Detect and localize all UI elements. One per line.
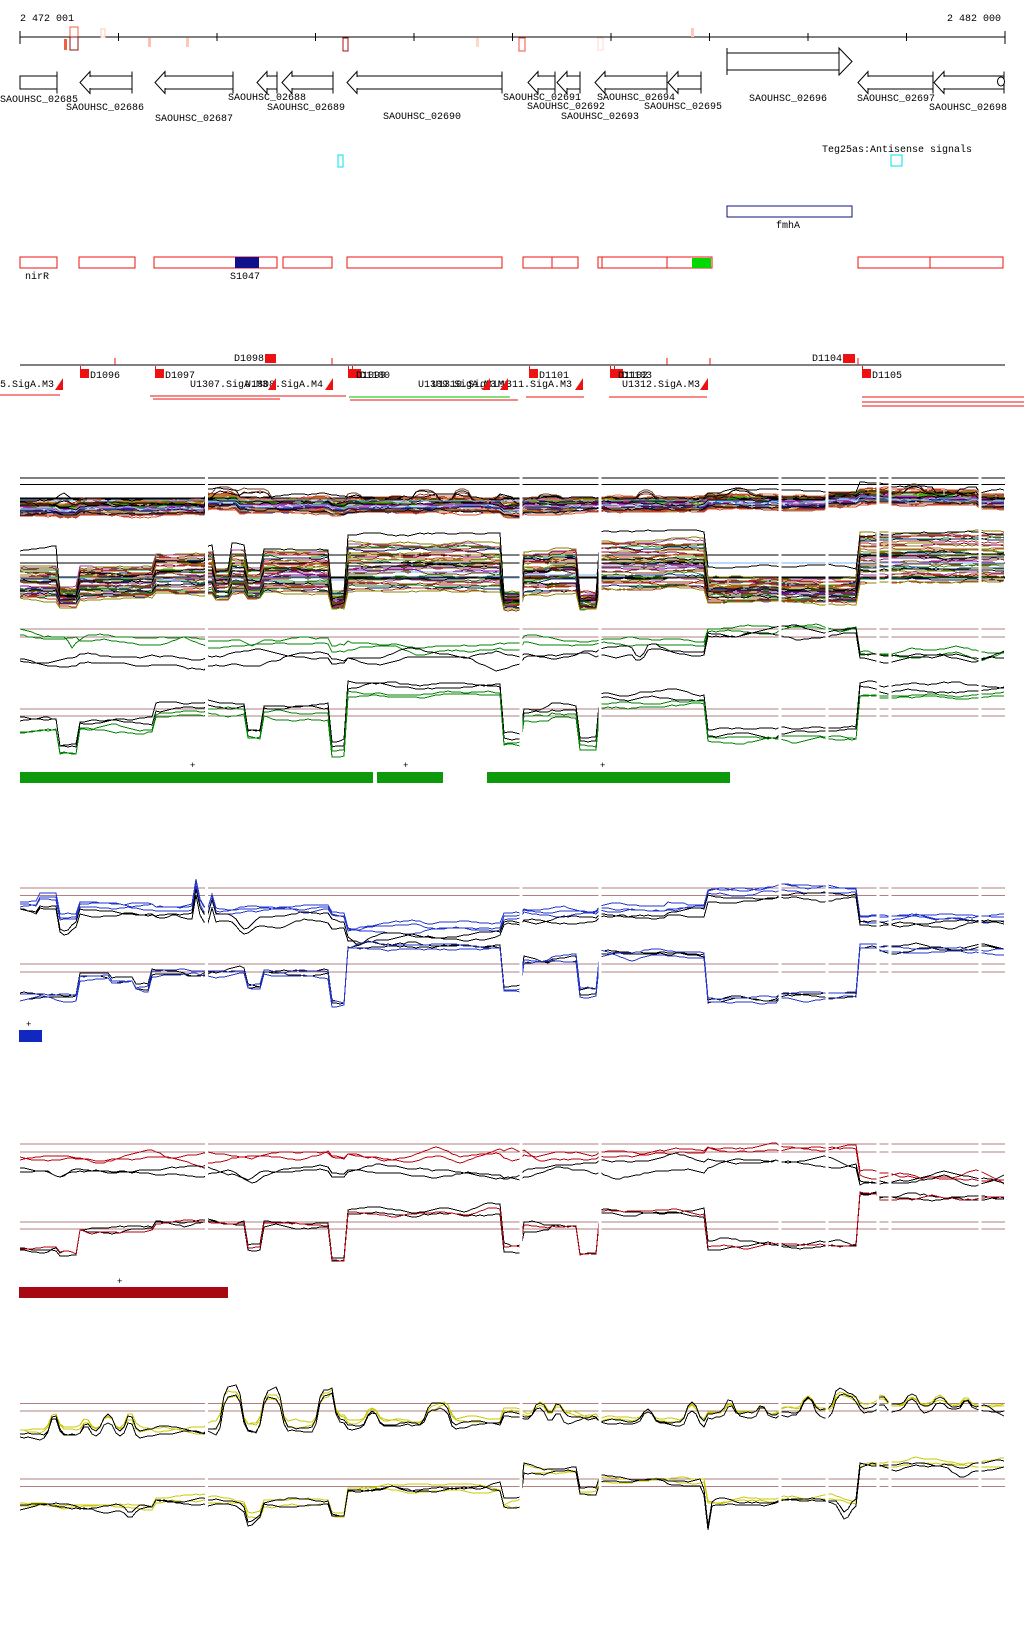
svg-text:SAOUHSC_02686: SAOUHSC_02686 bbox=[66, 103, 144, 114]
svg-text:D1101: D1101 bbox=[539, 371, 569, 382]
svg-text:U1312.SigA.M3: U1312.SigA.M3 bbox=[622, 379, 700, 391]
svg-text:fmhA: fmhA bbox=[776, 220, 800, 232]
svg-text:SAOUHSC_02691: SAOUHSC_02691 bbox=[503, 93, 581, 104]
svg-text:SAOUHSC_02698: SAOUHSC_02698 bbox=[929, 103, 1007, 114]
svg-text:D1098: D1098 bbox=[234, 354, 264, 365]
svg-text:D1102: D1102 bbox=[618, 371, 648, 382]
svg-text:+: + bbox=[26, 1020, 31, 1030]
svg-text:D1100: D1100 bbox=[360, 371, 390, 382]
svg-text:SAOUHSC_02693: SAOUHSC_02693 bbox=[561, 112, 639, 123]
svg-text:D1097: D1097 bbox=[165, 371, 195, 382]
svg-text:SAOUHSC_02688: SAOUHSC_02688 bbox=[228, 93, 306, 104]
svg-text:SAOUHSC_02696: SAOUHSC_02696 bbox=[749, 94, 827, 105]
svg-text:U1310.SigB.M1: U1310.SigB.M1 bbox=[432, 379, 510, 391]
svg-text:5.SigA.M3: 5.SigA.M3 bbox=[0, 379, 54, 391]
svg-text:nirR: nirR bbox=[25, 271, 49, 283]
svg-text:SAOUHSC_02697: SAOUHSC_02697 bbox=[857, 94, 935, 105]
svg-text:+: + bbox=[403, 761, 408, 771]
svg-text:SAOUHSC_02689: SAOUHSC_02689 bbox=[267, 103, 345, 114]
svg-text:U1311.SigA.M3: U1311.SigA.M3 bbox=[494, 379, 572, 391]
svg-text:D1096: D1096 bbox=[90, 371, 120, 382]
svg-text:D1104: D1104 bbox=[812, 354, 842, 365]
svg-text:SAOUHSC_02694: SAOUHSC_02694 bbox=[597, 93, 675, 104]
svg-text:D1103: D1103 bbox=[622, 371, 652, 382]
svg-text:D1105: D1105 bbox=[872, 371, 902, 382]
svg-text:U1307.SigA.M3: U1307.SigA.M3 bbox=[190, 379, 268, 391]
svg-text:+: + bbox=[600, 761, 605, 771]
svg-text:2 472 001: 2 472 001 bbox=[20, 14, 74, 25]
svg-text:U1309.SigA.M3: U1309.SigA.M3 bbox=[418, 379, 496, 391]
svg-text:SAOUHSC_02692: SAOUHSC_02692 bbox=[527, 102, 605, 113]
svg-text:SAOUHSC_02690: SAOUHSC_02690 bbox=[383, 112, 461, 123]
svg-text:+: + bbox=[190, 761, 195, 771]
svg-text:SAOUHSC_02695: SAOUHSC_02695 bbox=[644, 102, 722, 113]
svg-text:2 482 000: 2 482 000 bbox=[947, 14, 1001, 25]
svg-text:+: + bbox=[117, 1277, 122, 1287]
svg-text:U1308.SigA.M4: U1308.SigA.M4 bbox=[245, 379, 323, 391]
svg-text:Teg25as:Antisense signals: Teg25as:Antisense signals bbox=[822, 144, 972, 156]
svg-text:SAOUHSC_02687: SAOUHSC_02687 bbox=[155, 114, 233, 125]
svg-text:SAOUHSC_02685: SAOUHSC_02685 bbox=[0, 95, 78, 106]
svg-text:S1047: S1047 bbox=[230, 272, 260, 283]
svg-text:D1099: D1099 bbox=[356, 371, 386, 382]
